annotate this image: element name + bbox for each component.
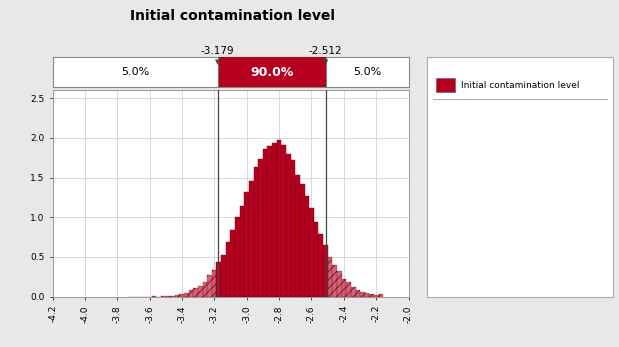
Bar: [360, 291, 365, 297]
Bar: [230, 230, 235, 297]
Text: -4.1018: -4.1018: [573, 118, 608, 127]
Bar: [245, 192, 249, 297]
Bar: [318, 234, 323, 297]
Bar: [272, 143, 277, 297]
Bar: [212, 270, 217, 297]
Bar: [189, 290, 193, 297]
Text: -2.1556: -2.1556: [573, 154, 608, 163]
Bar: [165, 296, 170, 297]
Bar: [295, 175, 300, 297]
Text: ▼: ▼: [215, 59, 220, 65]
Bar: [175, 295, 180, 297]
Text: 5.0%: 5.0%: [121, 67, 149, 77]
Bar: [351, 287, 355, 297]
Text: Mean: Mean: [435, 191, 459, 200]
Bar: [263, 149, 267, 297]
Bar: [235, 217, 240, 297]
Text: Initial contamination level: Initial contamination level: [461, 81, 579, 90]
Bar: [327, 257, 332, 297]
Bar: [291, 160, 295, 297]
Bar: [198, 286, 202, 297]
Bar: [258, 159, 263, 297]
Bar: [365, 293, 370, 297]
Bar: [202, 282, 207, 297]
Bar: [370, 294, 374, 297]
Bar: [180, 294, 184, 297]
Bar: [240, 205, 245, 297]
Bar: [161, 296, 165, 297]
Bar: [282, 145, 286, 297]
Text: -3.179: -3.179: [201, 45, 235, 56]
Text: Minimum: Minimum: [435, 118, 477, 127]
Bar: [323, 245, 327, 297]
Bar: [184, 293, 189, 297]
Text: Std Dev: Std Dev: [435, 227, 470, 236]
Text: -2.8193: -2.8193: [573, 191, 608, 200]
Text: Maximum: Maximum: [435, 154, 479, 163]
Text: 0.2043: 0.2043: [576, 227, 608, 236]
Text: ▼: ▼: [323, 59, 329, 65]
Text: 100000: 100000: [573, 263, 608, 272]
Text: -2.512: -2.512: [309, 45, 342, 56]
Bar: [221, 255, 226, 297]
Bar: [346, 282, 351, 297]
Bar: [226, 242, 230, 297]
Text: Values: Values: [435, 263, 464, 272]
Text: Initial contamination level: Initial contamination level: [129, 9, 335, 23]
Bar: [254, 167, 258, 297]
Bar: [305, 196, 310, 297]
Bar: [170, 296, 175, 297]
Bar: [277, 140, 282, 297]
Bar: [374, 295, 379, 297]
Bar: [207, 275, 212, 297]
Bar: [217, 262, 221, 297]
Bar: [300, 184, 305, 297]
Bar: [286, 154, 291, 297]
Bar: [267, 146, 272, 297]
Bar: [314, 222, 318, 297]
Bar: [337, 271, 342, 297]
Bar: [342, 279, 346, 297]
Bar: [355, 289, 360, 297]
Bar: [249, 181, 254, 297]
Bar: [379, 294, 383, 297]
Bar: [193, 288, 198, 297]
Bar: [332, 265, 337, 297]
Bar: [310, 208, 314, 297]
Text: 90.0%: 90.0%: [250, 66, 293, 78]
Text: 5.0%: 5.0%: [353, 67, 381, 77]
